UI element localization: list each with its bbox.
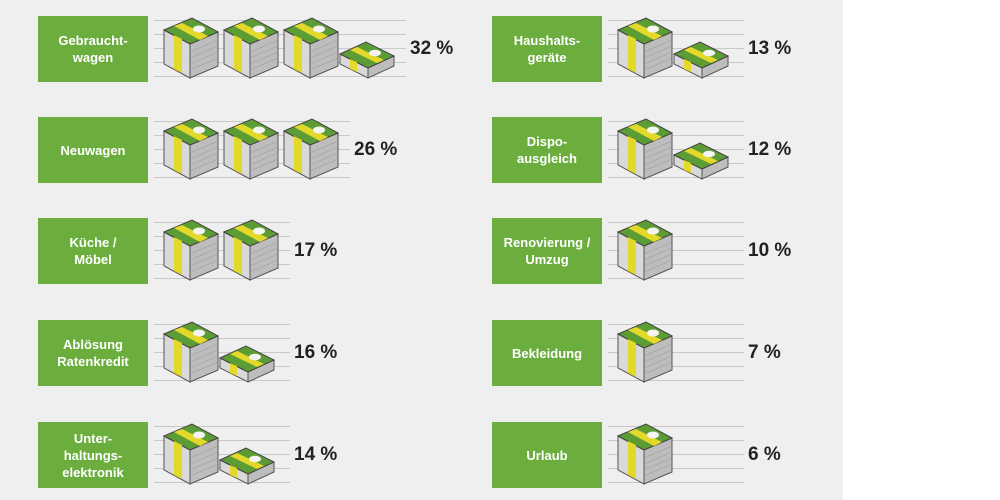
- money-stack-icon: [162, 17, 220, 79]
- money-stack-bar: [614, 16, 730, 82]
- money-stack-icon: [616, 118, 674, 180]
- row-lines: [608, 422, 744, 488]
- row-lines: [154, 16, 406, 82]
- category-label: Unter- haltungs- elektronik: [38, 422, 148, 488]
- money-stack-small-icon: [672, 142, 730, 180]
- money-stack-icon: [162, 118, 220, 180]
- value-label: 13 %: [748, 38, 792, 59]
- value-label: 16 %: [294, 342, 338, 363]
- money-stack-small-icon: [218, 345, 276, 383]
- money-stack-icon: [222, 17, 280, 79]
- category-label: Küche / Möbel: [38, 218, 148, 284]
- chart-panel: Gebraucht- wagen 32 % Neuwagen 26 % Küche / …: [0, 0, 843, 500]
- money-stack-icon: [222, 118, 280, 180]
- money-stack-icon: [616, 321, 674, 383]
- category-label: Renovierung / Umzug: [492, 218, 602, 284]
- money-stack-bar: [160, 218, 280, 284]
- money-stack-bar: [614, 320, 674, 386]
- money-stack-icon: [282, 118, 340, 180]
- money-stack-icon: [282, 17, 340, 79]
- row-lines: [154, 218, 290, 284]
- value-label: 17 %: [294, 240, 338, 261]
- value-label: 26 %: [354, 139, 398, 160]
- category-label: Gebraucht- wagen: [38, 16, 148, 82]
- money-stack-icon: [162, 423, 220, 485]
- value-label: 14 %: [294, 444, 338, 465]
- money-stack-bar: [160, 16, 396, 82]
- category-label: Neuwagen: [38, 117, 148, 183]
- row-lines: [608, 218, 744, 284]
- money-stack-bar: [614, 422, 674, 488]
- money-stack-icon: [222, 219, 280, 281]
- money-stack-icon: [616, 17, 674, 79]
- money-stack-bar: [160, 422, 276, 488]
- value-label: 6 %: [748, 444, 781, 465]
- category-label: Urlaub: [492, 422, 602, 488]
- money-stack-small-icon: [672, 41, 730, 79]
- category-label: Ablösung Ratenkredit: [38, 320, 148, 386]
- category-label: Bekleidung: [492, 320, 602, 386]
- category-label: Haushalts- geräte: [492, 16, 602, 82]
- money-stack-small-icon: [218, 447, 276, 485]
- money-stack-bar: [160, 117, 340, 183]
- value-label: 12 %: [748, 139, 792, 160]
- row-lines: [608, 320, 744, 386]
- money-stack-icon: [162, 219, 220, 281]
- value-label: 7 %: [748, 342, 781, 363]
- money-stack-bar: [614, 218, 674, 284]
- money-stack-bar: [160, 320, 276, 386]
- money-stack-icon: [616, 423, 674, 485]
- money-stack-icon: [162, 321, 220, 383]
- money-stack-icon: [616, 219, 674, 281]
- value-label: 10 %: [748, 240, 792, 261]
- money-stack-bar: [614, 117, 730, 183]
- money-stack-small-icon: [338, 41, 396, 79]
- category-label: Dispo- ausgleich: [492, 117, 602, 183]
- value-label: 32 %: [410, 38, 454, 59]
